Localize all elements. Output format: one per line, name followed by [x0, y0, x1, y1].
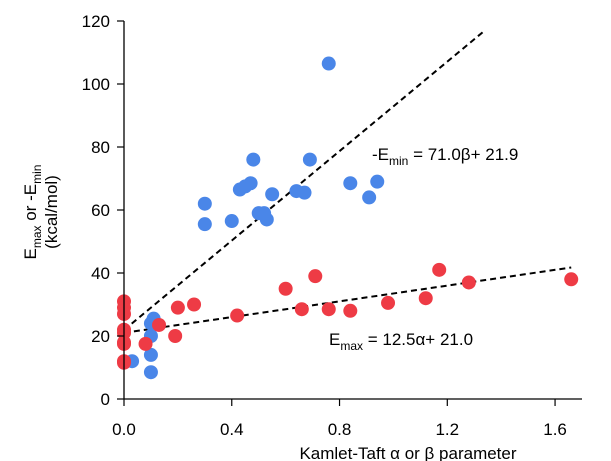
y-tick-label: 20	[91, 327, 110, 346]
axes	[117, 20, 582, 406]
x-axis-title: Kamlet-Taft α or β parameter	[299, 444, 516, 461]
emax-point	[461, 275, 476, 290]
x-tick-label: 1.2	[435, 420, 459, 439]
emax-point	[381, 295, 396, 310]
emax-point	[294, 302, 309, 317]
y-axis-title-line1-part: or -E	[21, 184, 40, 226]
emin-point	[343, 176, 358, 191]
emax-point	[308, 269, 323, 284]
y-axis-title-line1-part: E	[21, 248, 40, 259]
emax-point	[187, 297, 202, 312]
y-axis-title-line1: Emax or -Emin	[21, 165, 44, 260]
emax-point	[432, 262, 447, 277]
emax-eq-annotation-part: = 12.5α+ 21.0	[363, 330, 473, 349]
emin-eq-annotation-part: min	[389, 154, 408, 168]
y-axis-title-line1-part: max	[30, 225, 44, 248]
emin-fit-line	[123, 29, 486, 331]
emax-point	[170, 300, 185, 315]
y-tick-label: 100	[82, 75, 110, 94]
y-axis-title-line1-part: min	[30, 165, 44, 184]
y-axis-title: Emax or -Emin(kcal/mol)	[21, 165, 61, 260]
x-tick-label: 0.4	[220, 420, 244, 439]
emax-point	[418, 291, 433, 306]
emin-point	[246, 152, 261, 167]
x-tick-label: 1.6	[543, 420, 567, 439]
y-tick-label: 60	[91, 201, 110, 220]
emin-eq-annotation: -Emin = 71.0β+ 21.9	[372, 145, 518, 168]
y-tick-label: 0	[101, 390, 110, 409]
emax-point	[321, 302, 336, 317]
emin-eq-annotation-part: -E	[372, 145, 389, 164]
emax-point	[152, 317, 167, 332]
emax-point	[278, 281, 293, 296]
y-tick-label: 80	[91, 138, 110, 157]
emax-eq-annotation-part: E	[329, 330, 340, 349]
emin-point	[321, 56, 336, 71]
y-tick-label: 40	[91, 264, 110, 283]
emax-point	[168, 329, 183, 343]
emin-point	[370, 174, 385, 189]
emin-point	[143, 347, 158, 362]
emin-point	[362, 190, 377, 205]
emin-point	[243, 176, 258, 191]
emax-point	[564, 272, 579, 287]
x-tick-label: 0.0	[112, 420, 136, 439]
fit-lines	[123, 29, 572, 334]
emax-fit-line	[123, 266, 572, 334]
emin-eq-annotation-part: = 71.0β+ 21.9	[408, 145, 518, 164]
emin-point	[143, 365, 158, 380]
emin-point	[302, 152, 317, 167]
y-axis-title-line2: (kcal/mol)	[42, 175, 61, 249]
emin-point	[259, 212, 274, 227]
emax-eq-annotation: Emax = 12.5α+ 21.0	[329, 330, 473, 353]
emin-point	[297, 185, 312, 200]
emin-point	[265, 187, 280, 202]
emax-point	[138, 336, 153, 351]
emax-eq-annotation-part: max	[340, 339, 363, 353]
y-tick-label: 120	[82, 12, 110, 31]
labels: 0 20 40 60 80 100 120 0.0 0.4 0.8 1.2 1.6 Kamlet-Taf…	[21, 12, 567, 461]
x-tick-label: 0.8	[328, 420, 352, 439]
data-points	[117, 56, 579, 380]
emax-point	[230, 308, 245, 323]
emin-point	[224, 214, 239, 229]
emax-point	[343, 303, 358, 318]
emin-point	[197, 217, 212, 232]
emin-point	[197, 196, 212, 211]
